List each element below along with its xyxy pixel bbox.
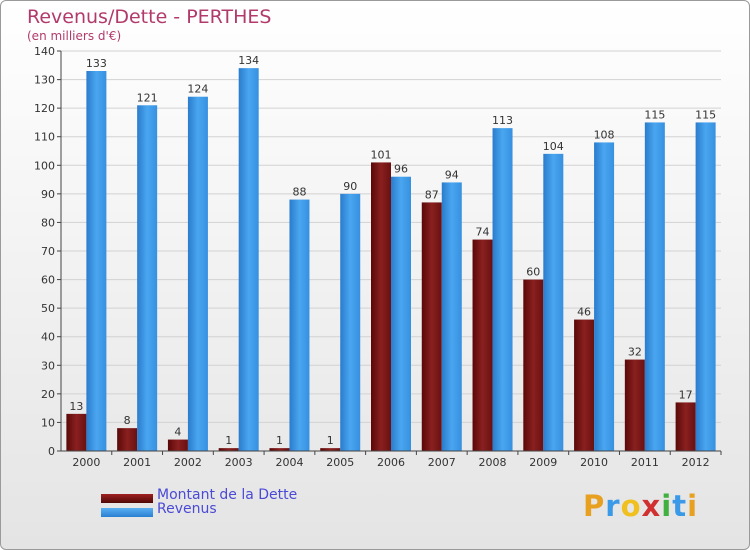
chart-subtitle: (en milliers d'€) bbox=[27, 29, 122, 43]
y-tick-label: 110 bbox=[34, 131, 55, 144]
bar-debt bbox=[472, 239, 493, 451]
data-label-revenus: 115 bbox=[695, 108, 716, 121]
data-label-debt: 101 bbox=[371, 148, 392, 161]
bar-revenus bbox=[86, 71, 107, 451]
y-tick-label: 10 bbox=[41, 416, 55, 429]
legend-swatch-debt bbox=[101, 494, 153, 503]
logo-letter: t bbox=[672, 489, 688, 523]
y-tick-label: 70 bbox=[41, 245, 55, 258]
y-tick-label: 0 bbox=[48, 445, 55, 458]
legend-label-revenus: Revenus bbox=[157, 501, 217, 517]
bar-debt bbox=[167, 439, 188, 451]
proxiti-logo: Proxiti bbox=[583, 489, 698, 523]
y-tick-label: 90 bbox=[41, 188, 55, 201]
data-label-debt: 1 bbox=[327, 434, 334, 447]
y-tick-label: 100 bbox=[34, 159, 55, 172]
bar-revenus bbox=[492, 128, 513, 451]
bar-debt bbox=[371, 162, 391, 451]
logo-letter: i bbox=[661, 489, 673, 523]
logo-letter: P bbox=[583, 489, 606, 523]
data-label-debt: 74 bbox=[476, 226, 490, 239]
logo-letter: o bbox=[620, 489, 642, 523]
bar-revenus bbox=[594, 142, 615, 451]
x-tick-label: 2012 bbox=[682, 456, 710, 469]
data-label-debt: 1 bbox=[276, 434, 283, 447]
bar-revenus bbox=[644, 122, 665, 451]
y-tick-label: 40 bbox=[41, 331, 55, 344]
data-label-revenus: 115 bbox=[644, 108, 665, 121]
bar-debt bbox=[574, 319, 595, 451]
y-tick-label: 20 bbox=[41, 388, 55, 401]
bar-debt bbox=[320, 448, 341, 451]
data-label-revenus: 133 bbox=[86, 57, 107, 70]
y-tick-label: 80 bbox=[41, 216, 55, 229]
axes: 0 10 20 30 40 50 60 70 80 90 100 110 120 130 140 2000 20… bbox=[34, 45, 722, 469]
data-label-revenus: 113 bbox=[492, 114, 513, 127]
x-tick-label: 2011 bbox=[631, 456, 659, 469]
x-tick-label: 2009 bbox=[529, 456, 557, 469]
bar-debt bbox=[675, 402, 696, 451]
bar-revenus bbox=[187, 96, 208, 451]
x-tick-label: 2000 bbox=[72, 456, 100, 469]
data-label-debt: 8 bbox=[124, 414, 131, 427]
y-tick-label: 120 bbox=[34, 102, 55, 115]
bar-revenus bbox=[441, 182, 462, 451]
bar-revenus bbox=[695, 122, 716, 451]
data-label-debt: 13 bbox=[69, 400, 83, 413]
data-label-debt: 4 bbox=[174, 426, 181, 439]
logo-letter: x bbox=[641, 489, 662, 523]
x-tick-label: 2004 bbox=[275, 456, 303, 469]
bar-debt bbox=[269, 448, 290, 451]
data-label-debt: 87 bbox=[425, 188, 439, 201]
x-tick-label: 2003 bbox=[225, 456, 253, 469]
data-label-revenus: 124 bbox=[187, 83, 208, 96]
legend-swatch-revenus bbox=[101, 508, 153, 517]
y-tick-label: 130 bbox=[34, 74, 55, 87]
x-tick-label: 2010 bbox=[580, 456, 608, 469]
y-tick-label: 140 bbox=[34, 45, 55, 58]
y-tick-label: 60 bbox=[41, 274, 55, 287]
data-label-revenus: 90 bbox=[343, 180, 357, 193]
bar-revenus bbox=[340, 193, 361, 451]
data-label-debt: 1 bbox=[225, 434, 232, 447]
logo-letter: i bbox=[687, 489, 699, 523]
bar-debt bbox=[218, 448, 239, 451]
data-label-revenus: 94 bbox=[445, 168, 459, 181]
bar-debt bbox=[421, 202, 442, 451]
bar-debt bbox=[117, 428, 138, 451]
data-label-revenus: 96 bbox=[394, 163, 408, 176]
data-label-revenus: 88 bbox=[292, 186, 306, 199]
bar-revenus bbox=[543, 153, 564, 451]
y-tick-label: 50 bbox=[41, 302, 55, 315]
x-tick-label: 2001 bbox=[123, 456, 151, 469]
bar-revenus bbox=[391, 176, 411, 451]
bar-debt bbox=[523, 279, 544, 451]
x-tick-label: 2008 bbox=[479, 456, 507, 469]
x-tick-label: 2007 bbox=[428, 456, 456, 469]
data-label-revenus: 121 bbox=[137, 91, 158, 104]
legend-label-debt: Montant de la Dette bbox=[157, 487, 298, 503]
bars bbox=[66, 68, 716, 452]
data-label-debt: 60 bbox=[526, 266, 540, 279]
bar-revenus bbox=[238, 68, 259, 452]
data-label-debt: 32 bbox=[628, 346, 642, 359]
x-tick-label: 2002 bbox=[174, 456, 202, 469]
data-label-debt: 46 bbox=[577, 306, 591, 319]
bar-debt bbox=[624, 359, 645, 451]
x-tick-label: 2005 bbox=[326, 456, 354, 469]
data-label-revenus: 134 bbox=[238, 54, 259, 67]
bar-revenus bbox=[289, 199, 310, 451]
chart-title: Revenus/Dette - PERTHES bbox=[27, 6, 272, 28]
bar-revenus bbox=[137, 105, 158, 452]
data-label-revenus: 104 bbox=[543, 140, 564, 153]
y-tick-label: 30 bbox=[41, 359, 55, 372]
x-tick-label: 2006 bbox=[377, 456, 405, 469]
data-label-debt: 17 bbox=[679, 388, 693, 401]
logo-letter: r bbox=[605, 489, 621, 523]
bar-debt bbox=[66, 413, 87, 451]
data-label-revenus: 108 bbox=[594, 128, 615, 141]
